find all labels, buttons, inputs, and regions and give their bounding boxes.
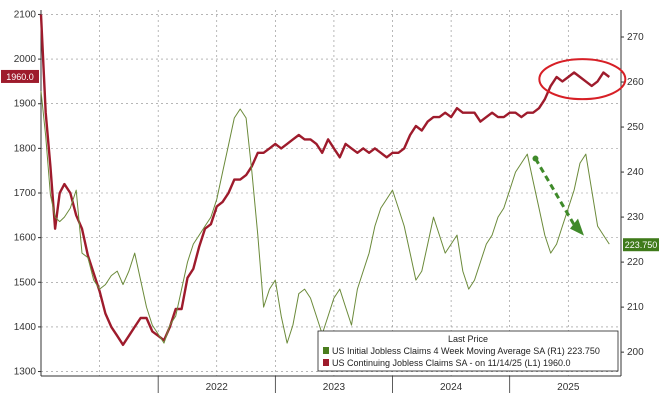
left-tick-label: 1300	[14, 367, 37, 378]
left-tick-label: 1500	[14, 277, 37, 288]
legend: Last Price US Initial Jobless Claims 4 W…	[317, 330, 619, 372]
legend-swatch-continuing-claims	[323, 359, 329, 366]
highlight-ellipse	[538, 58, 627, 101]
x-tick-label: 2024	[440, 382, 463, 393]
right-tick-label: 240	[627, 167, 644, 178]
badge-continuing-claims-label: 1960.0	[6, 72, 34, 82]
legend-swatch-initial-claims	[323, 347, 329, 354]
legend-label-initial-claims: US Initial Jobless Claims 4 Week Moving …	[332, 346, 600, 356]
x-axis: 2022 2023 2024 2025	[41, 375, 621, 393]
right-tick-label: 220	[627, 257, 644, 268]
right-tick-label: 270	[627, 32, 644, 43]
legend-label-continuing-claims: US Continuing Jobless Claims SA - on 11/…	[332, 358, 571, 368]
x-tick-label: 2022	[206, 382, 229, 393]
badge-continuing-claims	[1, 69, 39, 83]
annotation-layer	[532, 58, 627, 236]
right-tick-label: 210	[627, 302, 644, 313]
series-line-continuing-claims	[39, 14, 611, 346]
right-tick-label: 250	[627, 122, 644, 133]
right-tick-label: 260	[627, 77, 644, 88]
trend-arrow-head	[569, 218, 584, 236]
x-tick-label: 2023	[323, 382, 346, 393]
legend-box	[317, 330, 619, 372]
left-tick-label: 1900	[14, 99, 37, 110]
badge-initial-claims-label: 223.750	[625, 240, 658, 250]
left-tick-label: 1600	[14, 233, 37, 244]
left-axis: 1300 1400 1500 1600 1700 1800 1900 2000 2100	[14, 9, 42, 378]
left-tick-label: 2000	[14, 54, 37, 65]
left-tick-label: 1800	[14, 143, 37, 154]
left-tick-label: 1700	[14, 188, 37, 199]
grid-lines	[41, 10, 621, 376]
left-tick-label: 2100	[14, 9, 37, 20]
left-tick-label: 1400	[14, 322, 37, 333]
right-tick-label: 200	[627, 347, 644, 358]
trend-arrow-line	[534, 157, 576, 226]
badge-initial-claims	[623, 238, 659, 252]
x-tick-label: 2025	[557, 382, 580, 393]
right-axis: 200 210 220 230 240 250 260 270	[620, 10, 644, 376]
right-tick-label: 230	[627, 212, 644, 223]
legend-title: Last Price	[448, 334, 488, 344]
value-badges: 1960.0 223.750	[1, 69, 659, 252]
